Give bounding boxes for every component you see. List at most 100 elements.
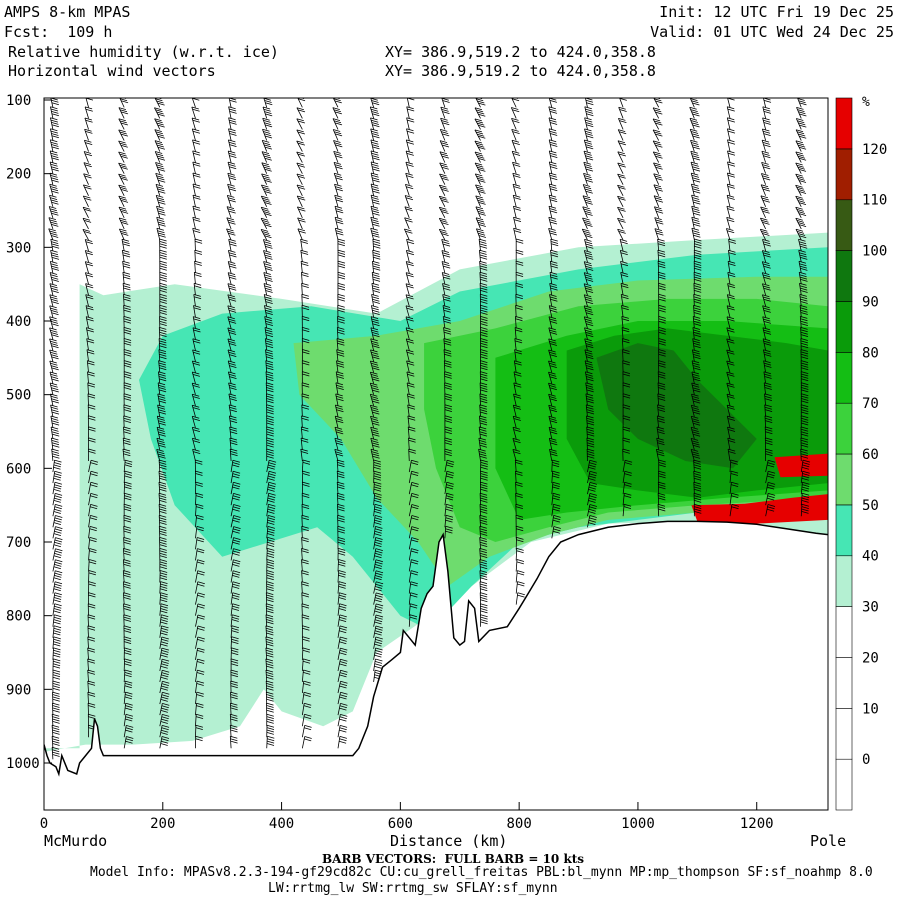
wind-barb xyxy=(406,250,415,263)
wind-barb xyxy=(621,338,630,351)
wind-barb xyxy=(726,205,735,218)
x-tick-label: 1200 xyxy=(740,816,774,832)
wind-barb xyxy=(726,415,736,428)
wind-barb xyxy=(795,151,807,163)
wind-barb xyxy=(230,493,241,506)
wind-barb xyxy=(123,736,134,749)
wind-barb xyxy=(337,282,346,296)
wind-barb xyxy=(480,338,488,351)
wind-barb xyxy=(800,481,810,495)
wind-barb xyxy=(193,282,202,296)
wind-barb xyxy=(404,206,413,219)
wind-barb xyxy=(191,404,200,417)
wind-barb xyxy=(230,636,239,649)
colorbar-band xyxy=(835,97,853,150)
wind-barb xyxy=(653,195,664,207)
wind-barb xyxy=(159,625,169,638)
wind-barb xyxy=(370,128,380,141)
wind-barb xyxy=(474,107,486,119)
wind-barb xyxy=(52,592,62,605)
wind-barb xyxy=(297,217,306,230)
wind-barb xyxy=(123,702,133,716)
rh-region xyxy=(774,453,828,478)
wind-barb xyxy=(617,217,626,230)
wind-barb xyxy=(444,503,454,517)
wind-barb xyxy=(727,448,736,462)
wind-barb xyxy=(49,294,59,307)
wind-barb xyxy=(118,107,129,119)
wind-barb xyxy=(658,304,666,318)
wind-barb xyxy=(49,172,59,185)
wind-barb xyxy=(123,680,133,694)
wind-barb xyxy=(335,371,345,384)
wind-barb xyxy=(657,393,666,406)
wind-barb xyxy=(52,481,63,495)
wind-barb xyxy=(479,514,488,528)
wind-barb xyxy=(296,151,306,163)
wind-barb xyxy=(301,492,310,506)
wind-barb xyxy=(82,195,92,207)
wind-barb xyxy=(50,238,60,252)
wind-barb xyxy=(52,691,60,705)
wind-barb xyxy=(301,271,309,285)
wind-barb xyxy=(691,360,701,373)
wind-barb xyxy=(88,493,98,506)
wind-barb xyxy=(622,360,630,373)
wind-barb xyxy=(586,426,595,439)
wind-barb xyxy=(762,106,772,119)
wind-barb xyxy=(159,691,170,705)
wind-barb xyxy=(123,581,131,594)
wind-barb xyxy=(333,162,343,174)
barb-note: BARB VECTORS: FULL BARB = 10 kts xyxy=(322,852,585,866)
rh-region xyxy=(691,494,828,524)
wind-barb xyxy=(652,129,663,141)
wind-barb xyxy=(192,316,201,329)
wind-barb xyxy=(192,205,201,218)
wind-barb xyxy=(408,559,419,572)
wind-barb xyxy=(123,470,133,484)
wind-barb xyxy=(265,382,274,395)
wind-barb xyxy=(692,327,701,340)
wind-barb xyxy=(405,272,414,285)
wind-barb xyxy=(479,260,488,274)
wind-barb xyxy=(622,371,631,384)
wind-barb xyxy=(657,371,666,384)
wind-barb xyxy=(515,260,524,274)
wind-barb xyxy=(88,537,97,550)
wind-barb xyxy=(404,195,414,207)
wind-barb xyxy=(658,338,666,351)
xy-line-2: XY= 386.9,519.2 to 424.0,358.8 xyxy=(385,62,656,80)
wind-barb xyxy=(622,437,631,450)
wind-barb xyxy=(657,249,666,263)
wind-barb xyxy=(583,305,594,318)
wind-barb xyxy=(726,393,735,406)
wind-barb xyxy=(118,151,128,163)
wind-barb xyxy=(87,669,96,682)
wind-barb xyxy=(155,162,166,174)
wind-barb xyxy=(795,184,807,196)
wind-barb xyxy=(474,173,486,185)
wind-barb xyxy=(406,117,415,130)
wind-barb xyxy=(300,238,309,252)
wind-barb xyxy=(336,459,345,473)
wind-barb xyxy=(408,470,419,484)
wind-barb xyxy=(653,162,663,174)
wind-barb xyxy=(622,404,631,417)
wind-barb xyxy=(475,217,486,230)
wind-barb xyxy=(548,161,558,174)
wind-barb xyxy=(300,448,309,462)
wind-barb xyxy=(87,680,96,694)
wind-barb xyxy=(795,173,807,185)
wind-barb xyxy=(123,603,131,616)
wind-barbs xyxy=(48,98,811,760)
wind-barb xyxy=(512,426,521,439)
wind-barb xyxy=(334,227,344,241)
wind-barb xyxy=(123,360,132,373)
wind-barb xyxy=(84,117,93,130)
wind-barb xyxy=(266,481,276,495)
wind-barb xyxy=(49,382,59,395)
wind-barb xyxy=(479,382,488,395)
wind-barb xyxy=(122,570,131,583)
wind-barb xyxy=(551,481,561,495)
wind-barb xyxy=(337,714,348,727)
